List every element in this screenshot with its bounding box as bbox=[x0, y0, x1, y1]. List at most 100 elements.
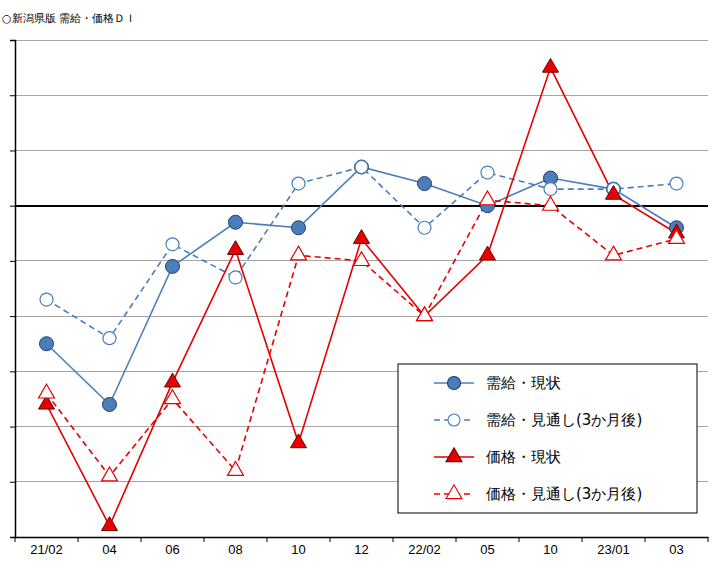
y-tick bbox=[10, 40, 15, 41]
zero-line bbox=[15, 205, 708, 207]
legend-label: 価格・現状 bbox=[486, 448, 561, 466]
x-tick-label: 21/02 bbox=[30, 542, 63, 557]
y-tick-mark bbox=[10, 482, 15, 483]
marker bbox=[417, 307, 433, 321]
x-band-separator bbox=[519, 537, 520, 542]
series-line bbox=[47, 167, 677, 338]
legend-marker bbox=[448, 377, 461, 390]
marker bbox=[166, 259, 180, 273]
x-tick-label: 04 bbox=[102, 542, 116, 557]
y-tick-mark bbox=[10, 427, 15, 428]
y-tick-mark bbox=[10, 371, 15, 372]
x-band-separator bbox=[330, 537, 331, 542]
marker bbox=[417, 307, 433, 321]
y-tick-mark bbox=[10, 40, 15, 41]
marker bbox=[103, 397, 117, 411]
y-tick bbox=[10, 261, 15, 262]
legend-label: 需給・現状 bbox=[486, 374, 561, 392]
marker bbox=[418, 221, 431, 234]
marker bbox=[228, 241, 244, 255]
grid-line bbox=[15, 316, 708, 317]
legend-marker bbox=[448, 414, 460, 426]
x-tick: 12 bbox=[354, 537, 368, 557]
y-tick-mark bbox=[10, 95, 15, 96]
legend-entry: 価格・現状 bbox=[434, 448, 561, 466]
legend-marker bbox=[446, 448, 462, 462]
x-axis-line bbox=[16, 537, 709, 539]
y-tick bbox=[10, 206, 15, 207]
marker bbox=[355, 160, 369, 174]
y-tick bbox=[10, 537, 15, 538]
marker bbox=[354, 230, 370, 244]
marker bbox=[102, 517, 118, 531]
x-tick: 21/02 bbox=[30, 537, 63, 557]
x-tick: 22/02 bbox=[408, 537, 441, 557]
marker bbox=[669, 230, 685, 244]
x-tick-label: 03 bbox=[669, 542, 683, 557]
marker bbox=[481, 166, 494, 179]
marker bbox=[543, 58, 559, 72]
legend-label: 需給・見通し(3か月後) bbox=[486, 411, 642, 429]
grid bbox=[15, 40, 708, 537]
marker bbox=[102, 467, 118, 481]
marker bbox=[291, 246, 307, 260]
marker bbox=[418, 177, 432, 191]
y-tick-mark bbox=[10, 150, 15, 151]
x-tick: 10 bbox=[291, 537, 305, 557]
x-axis: 21/02 04 06 08 10 12 22/02 05 10 23/01 03 bbox=[15, 537, 709, 557]
x-band-separator bbox=[15, 537, 16, 542]
x-band-separator bbox=[141, 537, 142, 542]
marker bbox=[544, 183, 557, 196]
marker bbox=[39, 384, 55, 398]
y-axis bbox=[10, 41, 16, 538]
legend: 需給・現状需給・見通し(3か月後) 価格・現状価格・見通し(3か月後) bbox=[398, 364, 697, 513]
x-tick: 23/01 bbox=[597, 537, 630, 557]
grid-line bbox=[15, 40, 708, 41]
y-tick-mark bbox=[10, 206, 15, 207]
legend-entry: 価格・見通し(3か月後) bbox=[434, 485, 642, 503]
x-band-separator bbox=[78, 537, 79, 542]
x-tick-label: 08 bbox=[228, 542, 242, 557]
chart-title: ○新潟県版 需給・価格ＤＩ bbox=[2, 12, 136, 25]
y-tick bbox=[10, 371, 15, 372]
y-tick bbox=[10, 316, 15, 317]
x-tick-label: 06 bbox=[165, 542, 179, 557]
legend-marker bbox=[446, 485, 462, 499]
marker bbox=[40, 337, 54, 351]
x-band-separator bbox=[456, 537, 457, 542]
grid-line bbox=[15, 537, 708, 538]
y-tick bbox=[10, 95, 15, 96]
x-tick-label: 10 bbox=[291, 542, 305, 557]
marker bbox=[606, 185, 622, 199]
x-tick-label: 05 bbox=[480, 542, 494, 557]
legend-box bbox=[398, 364, 697, 513]
series-markers bbox=[40, 161, 683, 345]
marker bbox=[165, 373, 181, 387]
marker bbox=[292, 221, 306, 235]
marker bbox=[291, 434, 307, 448]
marker bbox=[229, 271, 242, 284]
x-tick: 06 bbox=[165, 537, 179, 557]
y-tick bbox=[10, 482, 15, 483]
marker bbox=[355, 161, 368, 174]
y-tick-mark bbox=[10, 261, 15, 262]
x-tick-label: 23/01 bbox=[597, 542, 630, 557]
marker bbox=[40, 293, 53, 306]
marker bbox=[103, 332, 116, 345]
x-tick: 04 bbox=[102, 537, 116, 557]
marker bbox=[229, 215, 243, 229]
x-band-separator bbox=[204, 537, 205, 542]
x-tick-label: 12 bbox=[354, 542, 368, 557]
x-tick: 10 bbox=[543, 537, 557, 557]
x-tick-label: 22/02 bbox=[408, 542, 441, 557]
y-axis-line bbox=[10, 41, 16, 538]
marker bbox=[165, 390, 181, 404]
y-tick bbox=[10, 150, 15, 151]
marker bbox=[354, 252, 370, 266]
marker bbox=[480, 246, 496, 260]
x-band-separator bbox=[645, 537, 646, 542]
grid-line bbox=[15, 95, 708, 96]
x-band-separator bbox=[393, 537, 394, 542]
x-band-separator bbox=[708, 537, 709, 542]
grid-line bbox=[15, 150, 708, 151]
